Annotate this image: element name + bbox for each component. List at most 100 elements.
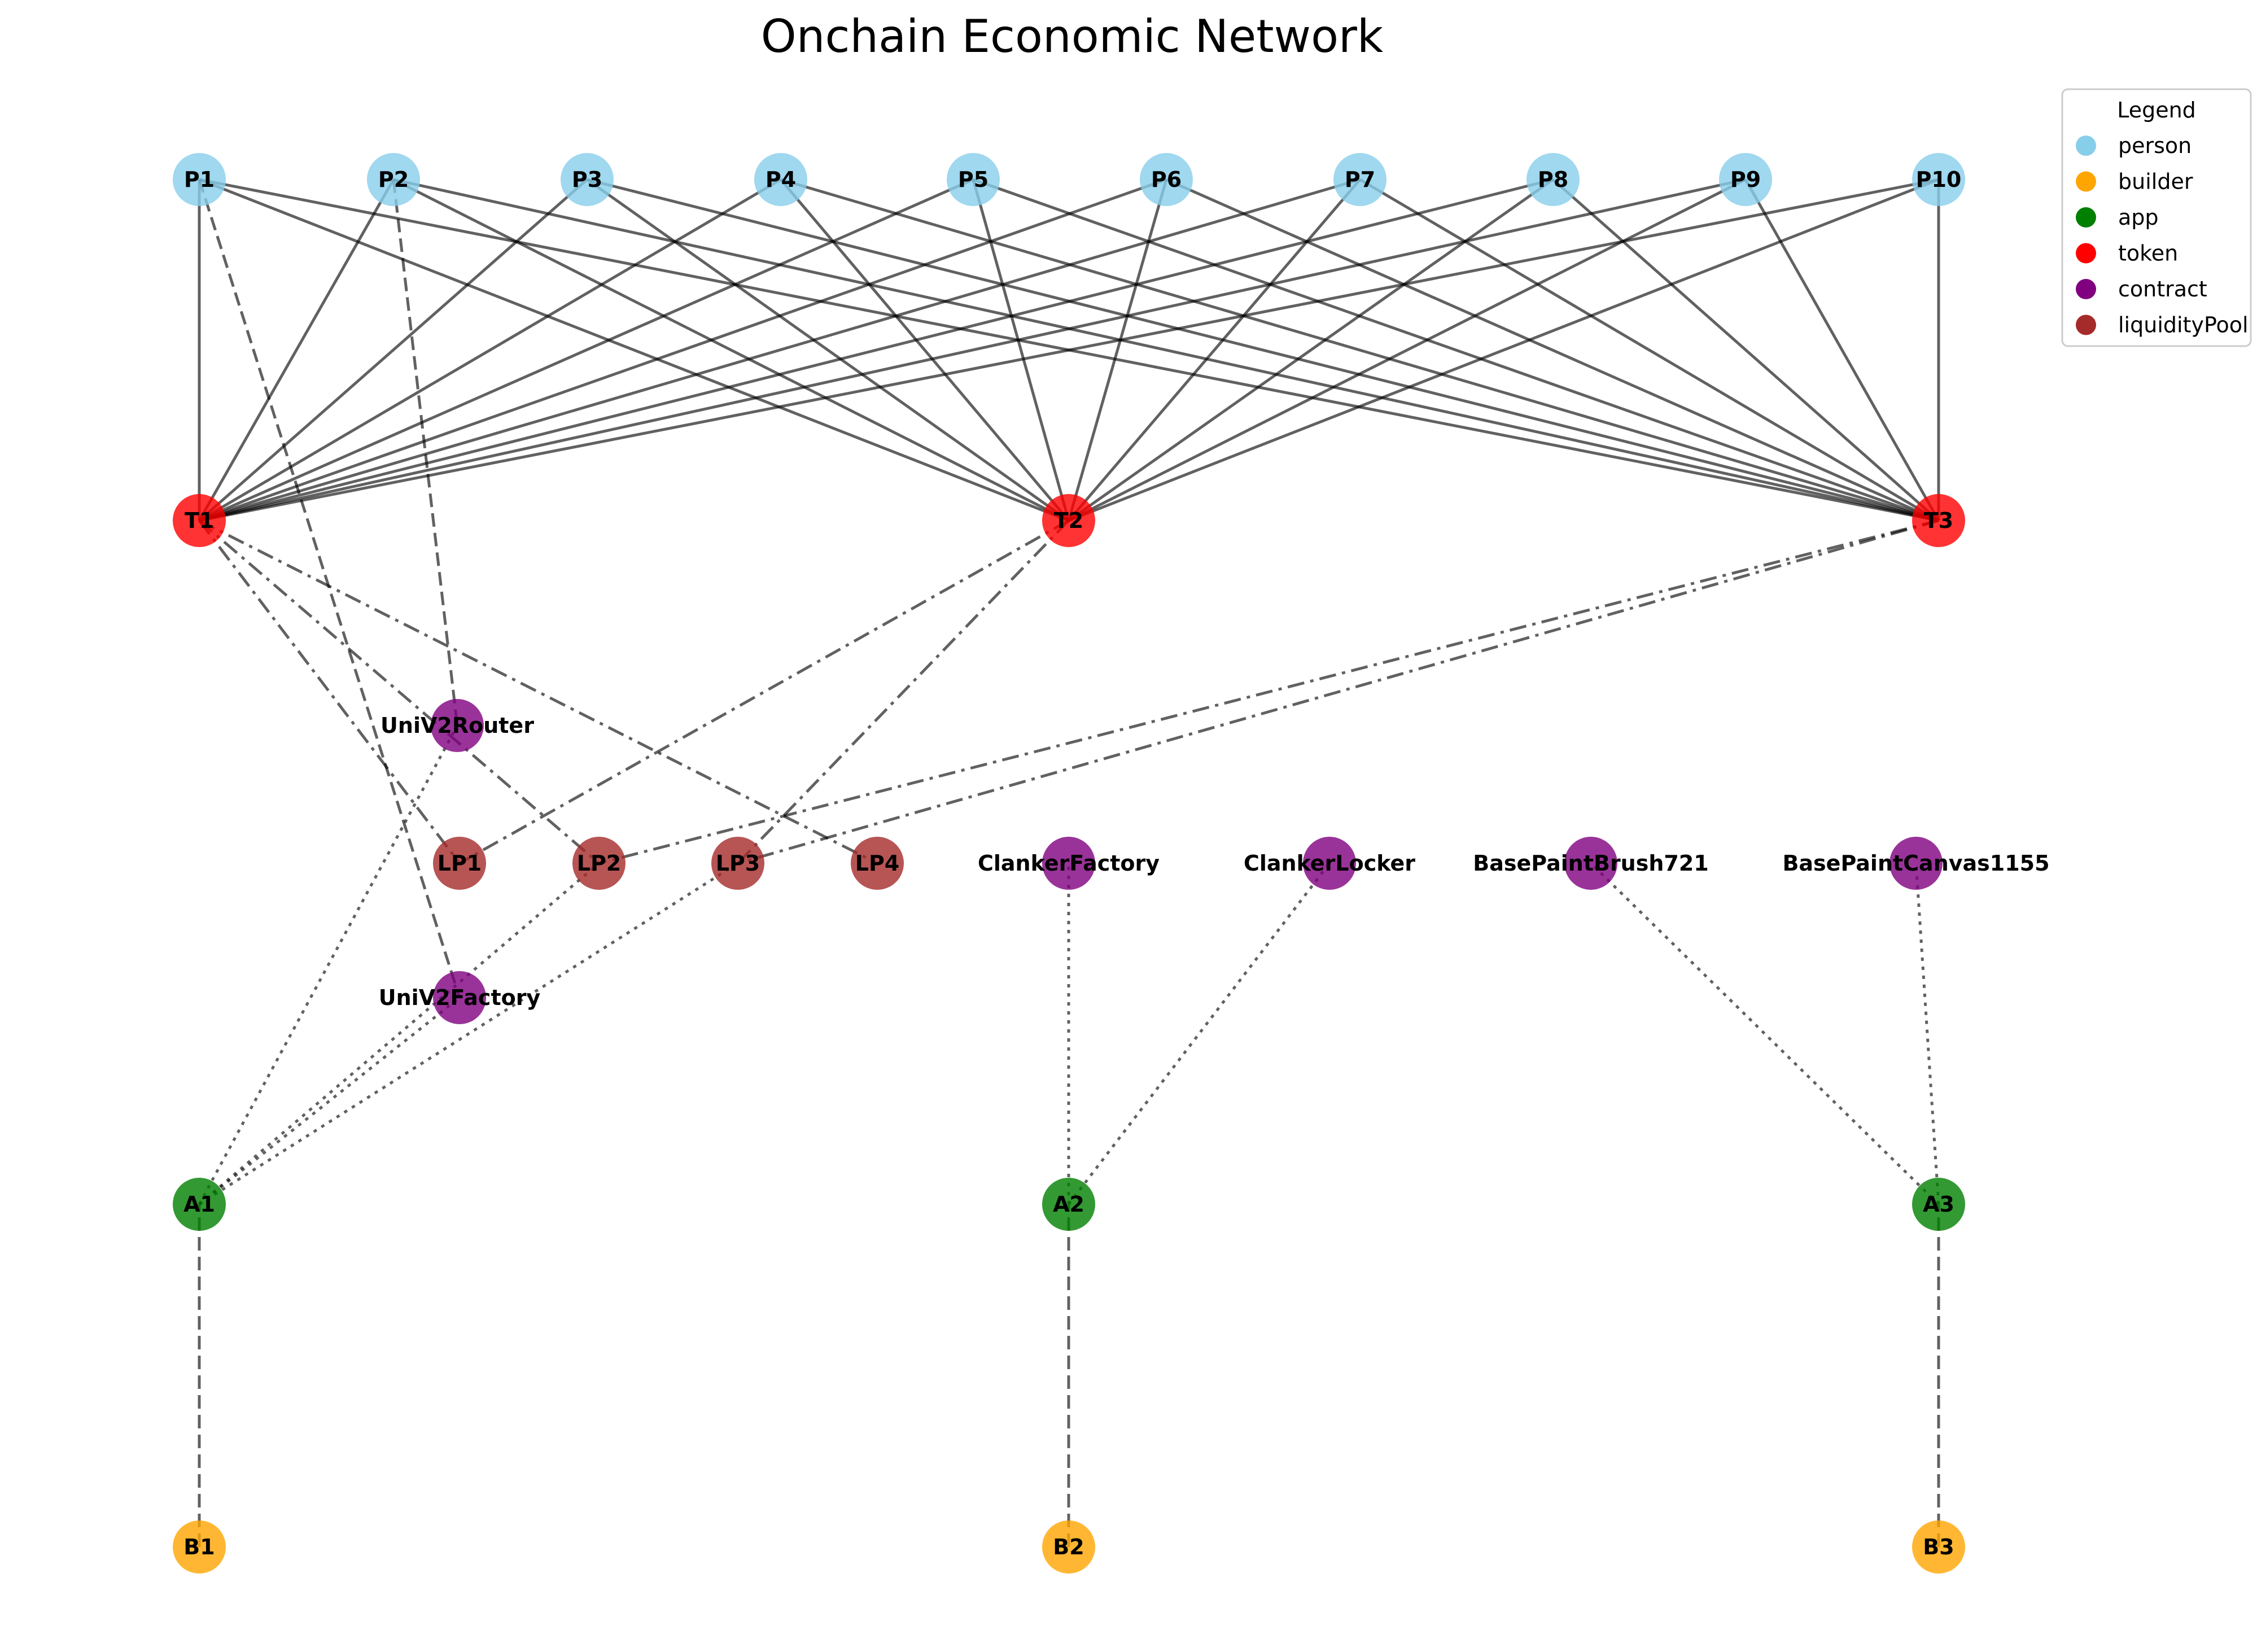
node-lp3: LP3 — [711, 837, 764, 890]
node-circle — [431, 699, 484, 752]
node-label: ClankerFactory — [978, 851, 1160, 876]
node-circle — [367, 153, 420, 206]
edge-t2-lp3 — [737, 519, 1070, 864]
node-label: A1 — [183, 1192, 215, 1217]
edge-p6-t3 — [1165, 178, 1940, 522]
node-circle — [1912, 153, 1965, 206]
node-label: T2 — [1054, 508, 1083, 533]
node-t1: T1 — [173, 494, 226, 547]
legend-swatch — [2076, 243, 2096, 264]
node-b2: B2 — [1042, 1520, 1095, 1574]
node-a1: A1 — [173, 1178, 226, 1231]
edge-p3-t3 — [587, 178, 1939, 522]
edge-p4-t1 — [198, 178, 782, 522]
node-label: T1 — [185, 508, 214, 533]
node-p2: P2 — [367, 153, 420, 206]
node-label: UniV2Router — [380, 713, 534, 738]
legend-swatch — [2076, 279, 2096, 299]
edge-t1-lp2 — [198, 519, 600, 864]
node-label: B2 — [1053, 1535, 1084, 1559]
edge-p2-t2 — [392, 178, 1070, 522]
node-label: B1 — [183, 1535, 215, 1559]
node-label: P3 — [572, 167, 602, 192]
node-label: B3 — [1923, 1535, 1954, 1559]
edge-p10-t1 — [199, 178, 1939, 522]
node-clankerlocker: ClankerLocker — [1244, 837, 1415, 890]
node-lp1: LP1 — [433, 837, 486, 890]
node-circle — [851, 837, 904, 890]
node-circle — [1719, 153, 1772, 206]
legend-frame — [2061, 88, 2252, 347]
node-label: BasePaintCanvas1155 — [1782, 851, 2049, 876]
node-a3: A3 — [1912, 1178, 1965, 1231]
node-label: P6 — [1151, 167, 1182, 192]
node-p9: P9 — [1719, 153, 1772, 206]
node-circle — [1912, 1520, 1965, 1574]
legend-item-builder: builder — [2076, 169, 2193, 194]
legend-label: builder — [2118, 169, 2193, 194]
legend-swatch — [2076, 136, 2096, 156]
edge-t1-lp4 — [198, 519, 878, 865]
edge-t3-lp3 — [737, 519, 1939, 865]
node-circle — [1912, 494, 1965, 547]
node-t3: T3 — [1912, 494, 1965, 547]
node-circle — [1042, 1520, 1095, 1574]
node-p6: P6 — [1140, 153, 1193, 206]
edge-p1-univ2factory — [198, 179, 461, 998]
edge-p4-t3 — [780, 178, 1939, 522]
edge-p5-t3 — [973, 178, 1939, 522]
node-label: T3 — [1924, 508, 1953, 533]
edge-p5-t2 — [972, 179, 1070, 521]
edge-p1-t2 — [199, 178, 1069, 522]
edge-a1-univ2factory — [198, 997, 461, 1205]
node-label: P7 — [1345, 167, 1375, 192]
edge-t2-lp1 — [458, 519, 1070, 865]
edge-a1-lp2 — [198, 862, 600, 1205]
legend: Legend person builder app token contract liqu… — [2061, 88, 2252, 347]
node-circle — [561, 153, 614, 206]
node-circle — [1889, 837, 1943, 890]
edge-t1-lp1 — [198, 519, 461, 864]
node-clankerfactory: ClankerFactory — [978, 837, 1160, 890]
node-circle — [1303, 837, 1356, 890]
legend-item-person: person — [2076, 133, 2192, 158]
legend-swatch — [2076, 207, 2096, 228]
chart-title: Onchain Economic Network — [761, 10, 1384, 63]
legend-label: person — [2118, 133, 2192, 158]
node-circle — [1140, 153, 1193, 206]
legend-item-liquiditypool: liquidityPool — [2076, 313, 2249, 338]
legend-title: Legend — [2117, 98, 2196, 123]
node-label: LP2 — [577, 851, 622, 876]
node-label: LP3 — [716, 851, 760, 876]
node-label: P10 — [1916, 167, 1962, 192]
legend-item-token: token — [2076, 241, 2178, 266]
node-label: A3 — [1923, 1192, 1954, 1217]
node-basepaintbrush721: BasePaintBrush721 — [1473, 837, 1709, 890]
edge-p4-t2 — [780, 178, 1070, 522]
node-t2: T2 — [1042, 494, 1095, 547]
edge-p2-t3 — [393, 178, 1939, 522]
edge-p3-t2 — [586, 178, 1070, 522]
edge-p9-t3 — [1744, 178, 1940, 522]
edge-p6-t2 — [1067, 179, 1168, 521]
node-basepaintcanvas1155: BasePaintCanvas1155 — [1782, 837, 2050, 890]
legend-items: person builder app token contract liquidityPo… — [2076, 133, 2249, 338]
node-circle — [1042, 494, 1095, 547]
edge-p5-t1 — [198, 178, 974, 522]
node-label: P5 — [958, 167, 988, 192]
legend-label: contract — [2118, 277, 2207, 301]
legend-item-contract: contract — [2076, 277, 2207, 301]
node-label: UniV2Factory — [379, 985, 541, 1010]
node-lp4: LP4 — [851, 837, 904, 890]
node-b1: B1 — [173, 1520, 226, 1574]
node-lp2: LP2 — [572, 837, 626, 890]
edge-p2-t1 — [198, 178, 395, 522]
nodes-layer: P1 P2 P3 P4 P5 P6 P7 P8 P9 P10 T1 T2 T3 UniV2Router LP… — [173, 153, 2050, 1574]
legend-swatch — [2076, 171, 2096, 192]
legend-label: liquidityPool — [2118, 313, 2249, 338]
node-p7: P7 — [1333, 153, 1386, 206]
node-label: P2 — [378, 167, 409, 192]
node-a2: A2 — [1042, 1178, 1095, 1231]
